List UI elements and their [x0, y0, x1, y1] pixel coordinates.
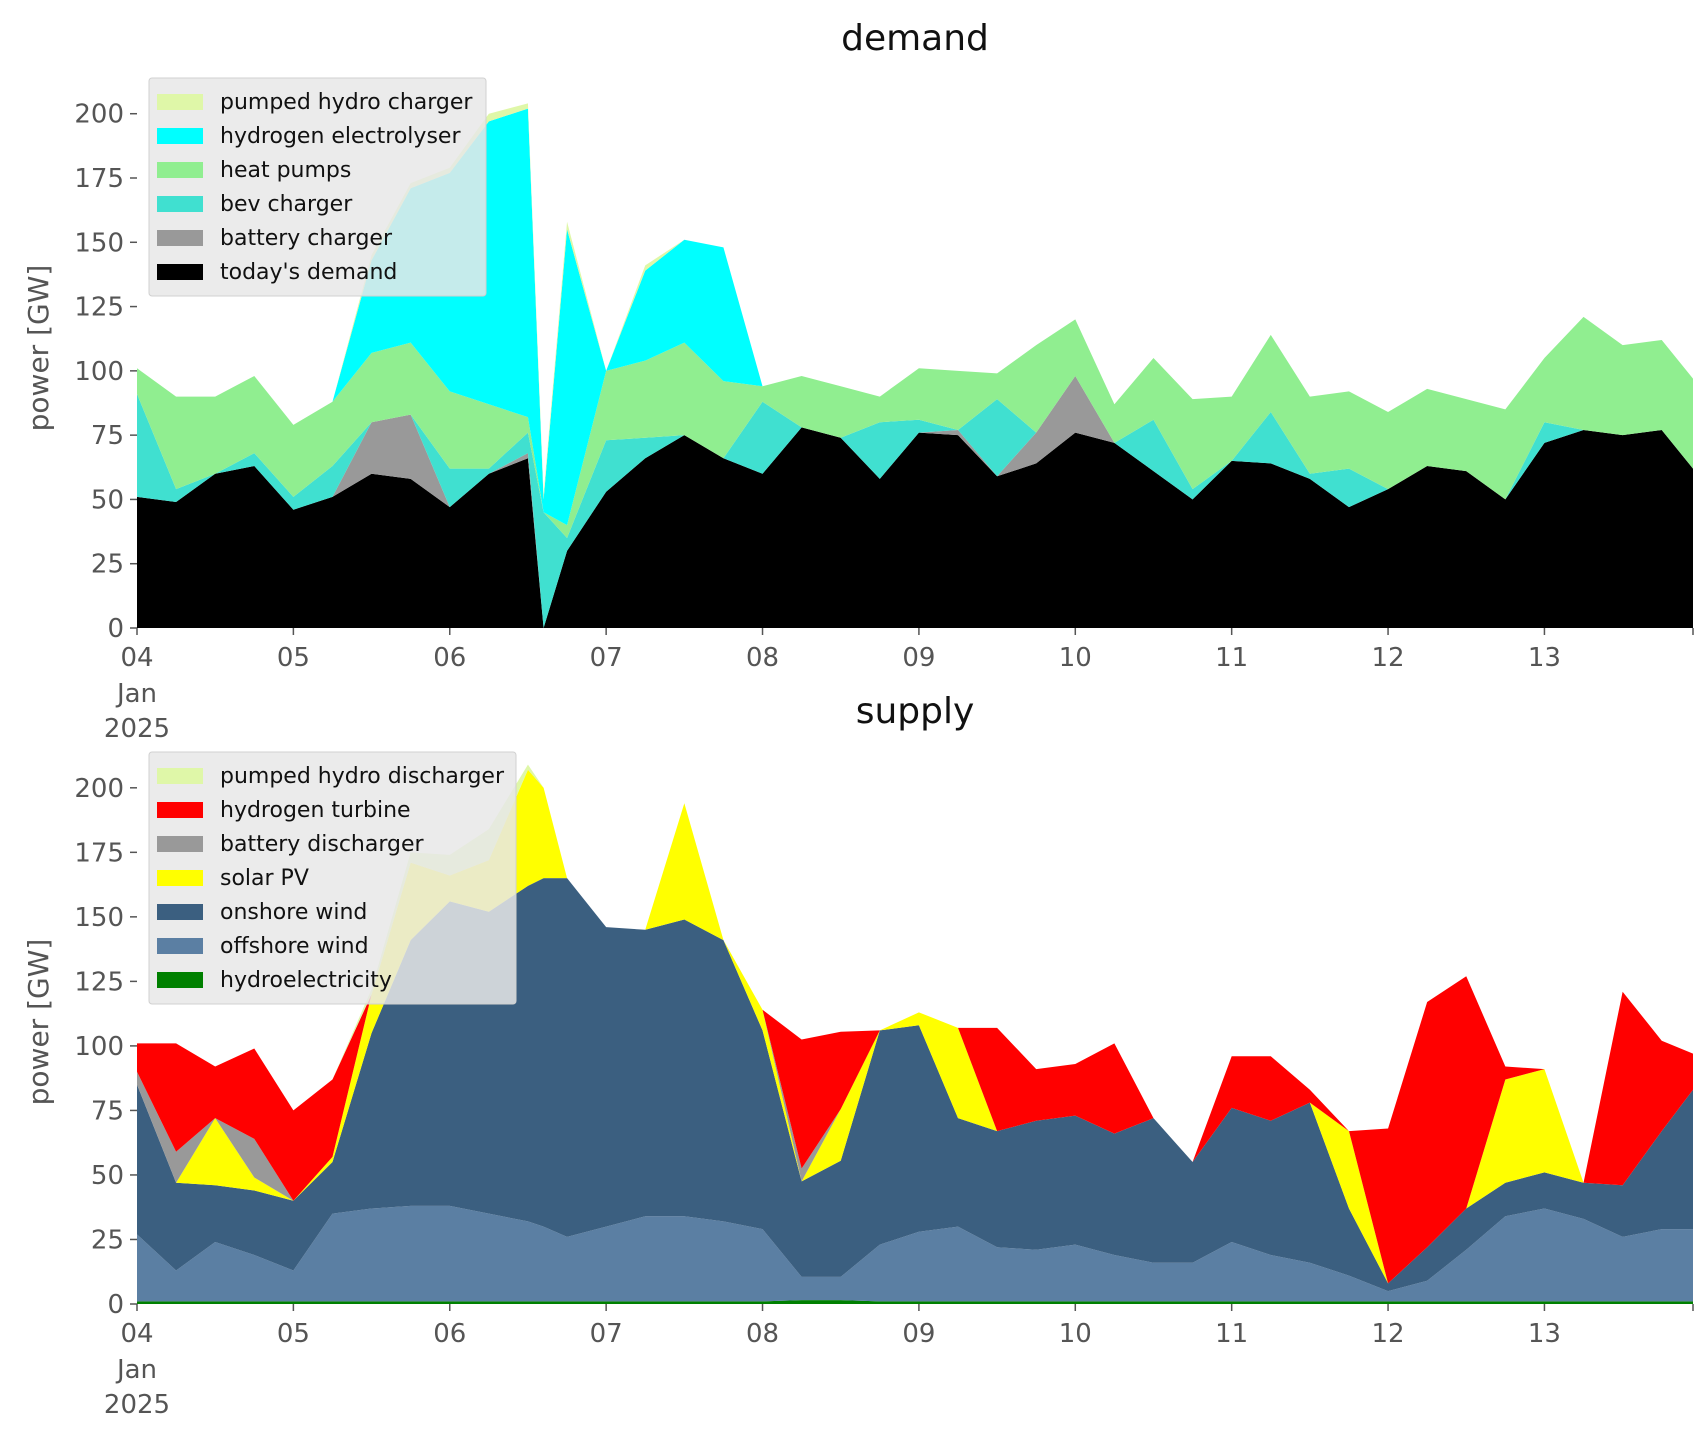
chart-title: demand	[841, 18, 989, 59]
x-tick-year: 2025	[104, 714, 170, 744]
legend-label: hydroelectricity	[220, 968, 392, 993]
y-tick-label: 175	[74, 838, 124, 868]
y-tick-label: 25	[91, 550, 124, 580]
y-tick-label: 100	[74, 1032, 124, 1062]
y-tick-label: 0	[107, 614, 124, 644]
x-tick-label: 08	[746, 643, 779, 673]
legend-swatch	[157, 972, 203, 988]
x-tick-label: 11	[1215, 643, 1248, 673]
legend-label: battery charger	[220, 226, 393, 251]
x-tick-label: 10	[1059, 643, 1092, 673]
area-today-s-demand	[137, 427, 1693, 628]
x-tick-label: 13	[1528, 1319, 1561, 1349]
axes: 0 25 50 75 100 125 150 175 200 04 Jan 2025 05 06 07 08 0…	[74, 774, 1694, 1420]
legend-swatch	[157, 870, 203, 886]
legend-label: pumped hydro charger	[220, 90, 473, 115]
legend-label: hydrogen turbine	[220, 798, 411, 823]
x-tick-label: 04	[120, 1319, 153, 1349]
legend: pumped hydro discharger hydrogen turbine b…	[148, 751, 517, 1005]
legend-label: battery discharger	[220, 832, 425, 857]
y-axis-label: power [GW]	[22, 265, 55, 432]
legend-swatch	[157, 904, 203, 920]
y-tick-label: 100	[74, 357, 124, 387]
area-onshore-wind	[137, 878, 1693, 1292]
legend-label: solar PV	[220, 866, 309, 891]
legend-swatch	[157, 264, 203, 280]
x-tick-month: Jan	[115, 1355, 157, 1385]
legend-label: today's demand	[220, 260, 397, 285]
x-tick-label: 09	[902, 1319, 935, 1349]
area-hydrogen-electrolyser	[137, 108, 1693, 526]
x-tick-label: 06	[433, 643, 466, 673]
y-tick-label: 50	[91, 485, 124, 515]
y-tick-label: 150	[74, 903, 124, 933]
y-tick-label: 75	[91, 421, 124, 451]
y-tick-label: 150	[74, 228, 124, 258]
legend-swatch	[157, 802, 203, 818]
legend-box	[148, 751, 517, 1005]
legend-box	[148, 77, 487, 297]
y-tick-label: 200	[74, 100, 124, 130]
x-tick-label: 07	[590, 1319, 623, 1349]
legend-swatch	[157, 196, 203, 212]
y-tick-label: 50	[91, 1161, 124, 1191]
x-tick-month: Jan	[115, 679, 157, 709]
legend-swatch	[157, 230, 203, 246]
legend-swatch	[157, 768, 203, 784]
y-tick-label: 200	[74, 774, 124, 804]
legend-swatch	[157, 938, 203, 954]
x-tick-label: 06	[433, 1319, 466, 1349]
x-tick-year: 2025	[104, 1390, 170, 1420]
axes: 0 25 50 75 100 125 150 175 200 04 Jan 2025 05 06 07 08 0…	[74, 100, 1694, 744]
legend: pumped hydro charger hydrogen electrolyse…	[148, 77, 487, 297]
x-tick-label: 12	[1372, 1319, 1405, 1349]
legend-label: offshore wind	[220, 934, 369, 959]
y-axis-label: power [GW]	[22, 939, 55, 1106]
legend-label: hydrogen electrolyser	[220, 124, 461, 149]
legend-swatch	[157, 94, 203, 110]
x-tick-label: 05	[277, 1319, 310, 1349]
supply-chart: supply power [GW] 0 25 50 75 100 125 150 175 200…	[22, 691, 1694, 1420]
legend-swatch	[157, 128, 203, 144]
area-stack	[137, 103, 1693, 628]
area-stack	[137, 764, 1693, 1304]
y-tick-label: 25	[91, 1225, 124, 1255]
x-tick-label: 09	[902, 643, 935, 673]
legend-swatch	[157, 836, 203, 852]
y-tick-label: 125	[74, 293, 124, 323]
area-bev-charger	[137, 376, 1693, 628]
legend-swatch	[157, 162, 203, 178]
x-tick-label: 12	[1372, 643, 1405, 673]
x-tick-label: 08	[746, 1319, 779, 1349]
demand-chart: demand power [GW] 0 25 50 75 100 125 150 175 200…	[22, 18, 1694, 744]
y-tick-label: 75	[91, 1096, 124, 1126]
legend-label: bev charger	[220, 192, 353, 217]
y-tick-label: 0	[107, 1290, 124, 1320]
area-offshore-wind	[137, 1205, 1693, 1302]
y-tick-label: 125	[74, 967, 124, 997]
legend-label: pumped hydro discharger	[220, 764, 505, 789]
x-tick-label: 05	[277, 643, 310, 673]
x-tick-label: 10	[1059, 1319, 1092, 1349]
x-tick-label: 04	[120, 643, 153, 673]
x-tick-label: 11	[1215, 1319, 1248, 1349]
chart-title: supply	[856, 691, 975, 732]
x-tick-label: 07	[590, 643, 623, 673]
area-hydroelectricity	[137, 1300, 1693, 1304]
x-tick-label: 13	[1528, 643, 1561, 673]
legend-label: heat pumps	[220, 158, 351, 183]
area-heat-pumps	[137, 316, 1693, 538]
y-tick-label: 175	[74, 164, 124, 194]
legend-label: onshore wind	[220, 900, 367, 925]
